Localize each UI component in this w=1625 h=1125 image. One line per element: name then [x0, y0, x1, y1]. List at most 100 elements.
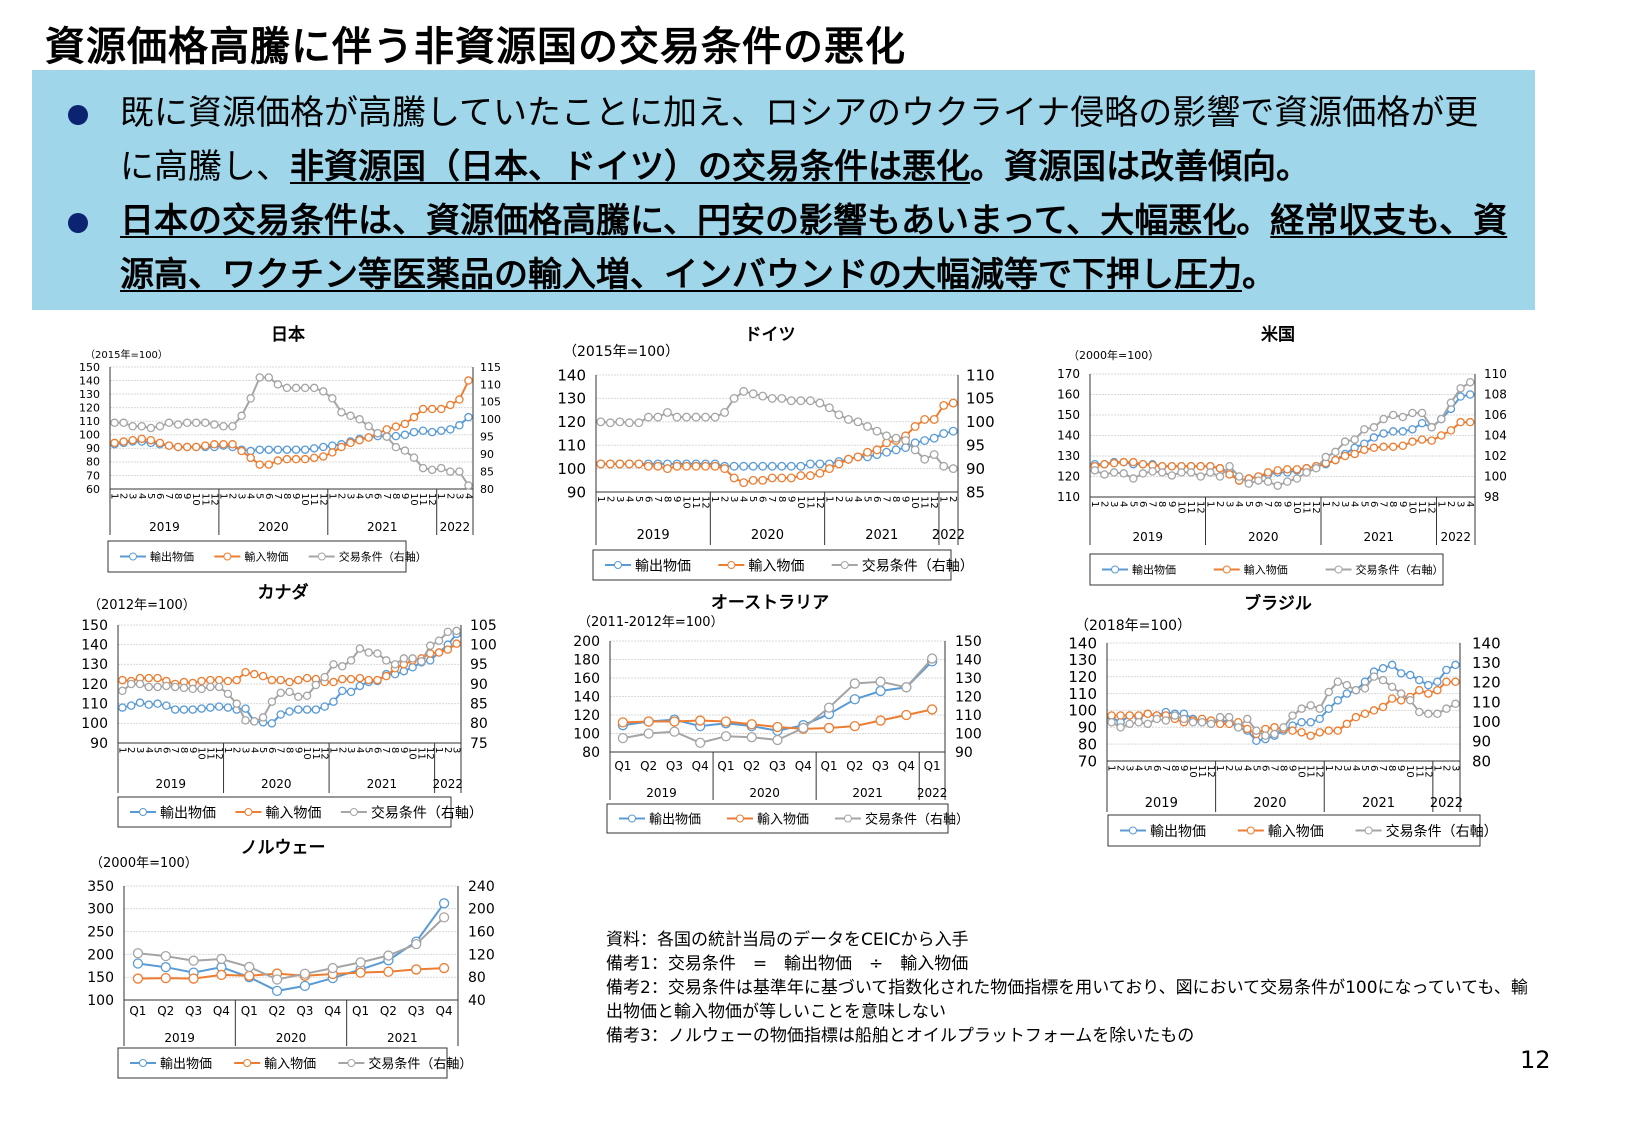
- data-point: [643, 716, 654, 727]
- legend-marker: [840, 561, 849, 569]
- series-line-1: [1094, 421, 1471, 482]
- data-point: [1263, 477, 1273, 486]
- left-axis-tick-label: 140: [81, 638, 108, 654]
- data-point: [1215, 712, 1225, 722]
- data-point: [162, 701, 171, 710]
- x-tick-label: 2: [947, 496, 958, 502]
- data-point: [355, 957, 366, 968]
- data-point: [1196, 472, 1205, 481]
- data-point: [250, 717, 259, 726]
- left-axis-tick-label: 90: [90, 736, 108, 752]
- data-point: [1233, 723, 1243, 732]
- legend-label: 輸出物価: [160, 1057, 212, 1072]
- x-tick-label: 12: [208, 493, 219, 506]
- x-tick-label: Q4: [436, 1004, 453, 1018]
- x-tick-label: 6: [372, 493, 383, 499]
- data-point: [1360, 425, 1369, 434]
- data-point: [729, 393, 739, 403]
- year-label: 2019: [1145, 796, 1178, 811]
- x-tick-label: Q1: [352, 1004, 369, 1018]
- legend-marker: [223, 552, 232, 561]
- data-point: [144, 682, 154, 692]
- data-point: [210, 420, 219, 429]
- data-point: [1273, 466, 1282, 475]
- bullet-segment: 既に資源価格が高騰していたことに加え、ロシアのウクライナ侵略の影響で資源価格が更…: [120, 93, 1479, 187]
- data-point: [425, 641, 435, 650]
- data-point: [255, 445, 264, 454]
- x-tick-label: 7: [275, 747, 286, 753]
- data-point: [786, 473, 796, 483]
- data-point: [411, 938, 422, 950]
- data-point: [237, 411, 246, 421]
- x-tick-label: 3: [127, 493, 138, 499]
- left-axis-tick-label: 150: [81, 618, 108, 634]
- bullet-dot-icon: [68, 213, 88, 233]
- x-tick-label: 2: [719, 496, 730, 502]
- data-point: [1254, 476, 1263, 485]
- x-tick-label: 5: [145, 493, 156, 499]
- year-label: 2019: [1132, 530, 1163, 544]
- year-label: 2021: [1363, 530, 1394, 544]
- right-axis-tick-label: 90: [480, 448, 494, 461]
- x-tick-label: 3: [1124, 765, 1135, 771]
- data-point: [132, 948, 144, 959]
- data-point: [672, 412, 682, 422]
- legend-label: 輸出物価: [160, 805, 216, 821]
- data-point: [739, 386, 749, 396]
- x-tick-label: 5: [1127, 501, 1138, 507]
- data-point: [1167, 461, 1177, 471]
- data-point: [767, 393, 777, 403]
- x-tick-label: 1: [1431, 765, 1442, 771]
- x-tick-label: Q1: [129, 1004, 146, 1018]
- x-tick-label: 9: [290, 493, 301, 499]
- data-point: [338, 686, 347, 696]
- x-tick-label: 1: [327, 747, 338, 753]
- data-point: [162, 681, 171, 691]
- data-point: [1270, 729, 1279, 739]
- data-point: [264, 373, 274, 382]
- data-point: [291, 454, 301, 464]
- data-point: [119, 437, 128, 446]
- data-point: [294, 705, 303, 714]
- year-label: 2022: [433, 777, 464, 791]
- x-tick-label: 7: [169, 747, 180, 753]
- x-tick-label: 3: [1232, 765, 1243, 771]
- data-point: [929, 450, 939, 460]
- legend-label: 交易条件（右軸）: [862, 557, 974, 574]
- series-line-2: [114, 376, 470, 487]
- data-point: [146, 423, 156, 433]
- year-label: 2019: [164, 1031, 195, 1045]
- data-point: [255, 373, 264, 382]
- data-point: [729, 461, 739, 471]
- data-point: [1398, 412, 1408, 422]
- data-point: [267, 675, 277, 685]
- data-point: [1288, 726, 1297, 735]
- legend-marker: [139, 808, 147, 816]
- x-tick-label: Q1: [241, 1004, 258, 1018]
- data-point: [258, 671, 268, 681]
- bullet-segment: 非資源国（日本、ドイツ）の交易条件は悪化: [290, 147, 970, 187]
- chart-title: ノルウェー: [241, 838, 326, 858]
- data-point: [1119, 469, 1128, 478]
- data-point: [337, 442, 346, 452]
- year-label: 2020: [749, 786, 780, 800]
- x-tick-label: 4: [852, 496, 863, 502]
- data-point: [146, 435, 156, 445]
- x-tick-label: 2: [118, 493, 129, 499]
- left-axis-tick-label: 60: [86, 483, 100, 496]
- data-point: [302, 705, 312, 714]
- x-tick-label: 9: [671, 496, 682, 502]
- data-point: [214, 702, 224, 711]
- x-tick-label: 8: [1278, 765, 1289, 771]
- chart-title: 日本: [271, 324, 305, 345]
- unit-label: （2015年=100）: [563, 344, 679, 360]
- data-point: [300, 454, 310, 464]
- data-point: [153, 699, 162, 708]
- data-point: [455, 467, 464, 476]
- x-tick-label: 6: [1368, 765, 1379, 771]
- data-point: [191, 442, 201, 452]
- x-tick-label: 5: [257, 747, 268, 753]
- data-point: [1465, 377, 1475, 387]
- data-point: [434, 648, 444, 657]
- legend-marker: [843, 814, 852, 823]
